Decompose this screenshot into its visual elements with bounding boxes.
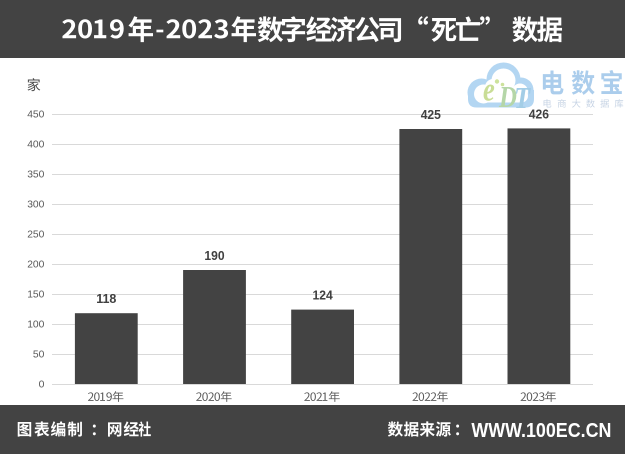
svg-text:124: 124 — [313, 288, 334, 303]
svg-text:100: 100 — [27, 320, 44, 331]
svg-text:200: 200 — [27, 260, 44, 271]
svg-text:150: 150 — [27, 290, 44, 301]
svg-text:D: D — [498, 80, 517, 114]
svg-text:450: 450 — [27, 110, 44, 121]
svg-text:190: 190 — [204, 248, 224, 263]
svg-text:50: 50 — [33, 350, 45, 361]
svg-text:400: 400 — [27, 140, 44, 151]
svg-text:350: 350 — [27, 170, 44, 181]
svg-text:T: T — [514, 81, 531, 115]
svg-text:WWW.100EC.CN: WWW.100EC.CN — [471, 420, 611, 442]
svg-text:300: 300 — [27, 200, 44, 211]
svg-text:e: e — [483, 70, 495, 108]
svg-text:425: 425 — [421, 107, 441, 122]
svg-text:0: 0 — [39, 380, 45, 391]
svg-text:250: 250 — [27, 230, 44, 241]
svg-text:426: 426 — [529, 106, 549, 121]
svg-text:118: 118 — [96, 291, 116, 306]
